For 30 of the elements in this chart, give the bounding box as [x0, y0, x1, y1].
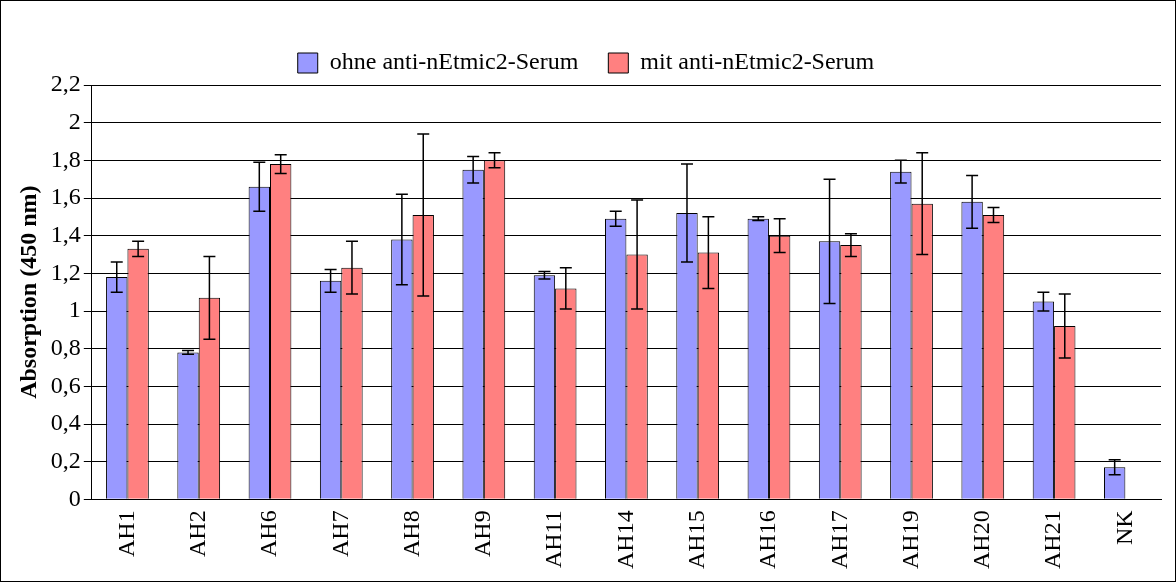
x-tick-label: NK [1110, 509, 1137, 546]
x-tick-label: AH11 [540, 510, 567, 569]
y-tick-label: 0 [68, 484, 81, 511]
y-tick-label: 1,2 [50, 258, 81, 285]
y-tick-label: 0,2 [50, 446, 81, 473]
x-tick-label: AH1 [112, 510, 139, 558]
x-tick-label: AH15 [682, 510, 709, 570]
x-tick-label: AH19 [896, 510, 923, 570]
legend-label: mit anti-nEtmic2-Serum [640, 48, 875, 75]
y-tick-label: 0,6 [50, 371, 81, 398]
legend-label: ohne anti-nEtmic2-Serum [329, 48, 579, 75]
y-tick-label: 2,2 [50, 70, 81, 97]
y-tick-label: 1,4 [50, 220, 81, 247]
y-tick-label: 0,4 [50, 409, 81, 436]
y-tick-label: 0,8 [50, 333, 81, 360]
x-tick-label: AH6 [255, 510, 282, 558]
x-tick-label: AH2 [184, 510, 211, 558]
y-tick-label: 2 [68, 107, 81, 134]
y-tick-label: 1 [68, 296, 81, 323]
y-tick-label: 1,8 [50, 145, 81, 172]
x-tick-label: AH16 [754, 510, 781, 570]
x-tick-label: AH20 [968, 510, 995, 570]
x-tick-label: AH14 [611, 510, 638, 570]
y-axis-title: Absorption (450 nm) [14, 185, 41, 399]
y-tick-label: 1,6 [50, 183, 81, 210]
x-tick-label: AH8 [397, 510, 424, 558]
x-tick-label: AH21 [1039, 510, 1066, 570]
x-tick-label: AH17 [825, 510, 852, 570]
x-tick-label: AH7 [326, 510, 353, 558]
x-tick-label: AH9 [469, 510, 496, 558]
